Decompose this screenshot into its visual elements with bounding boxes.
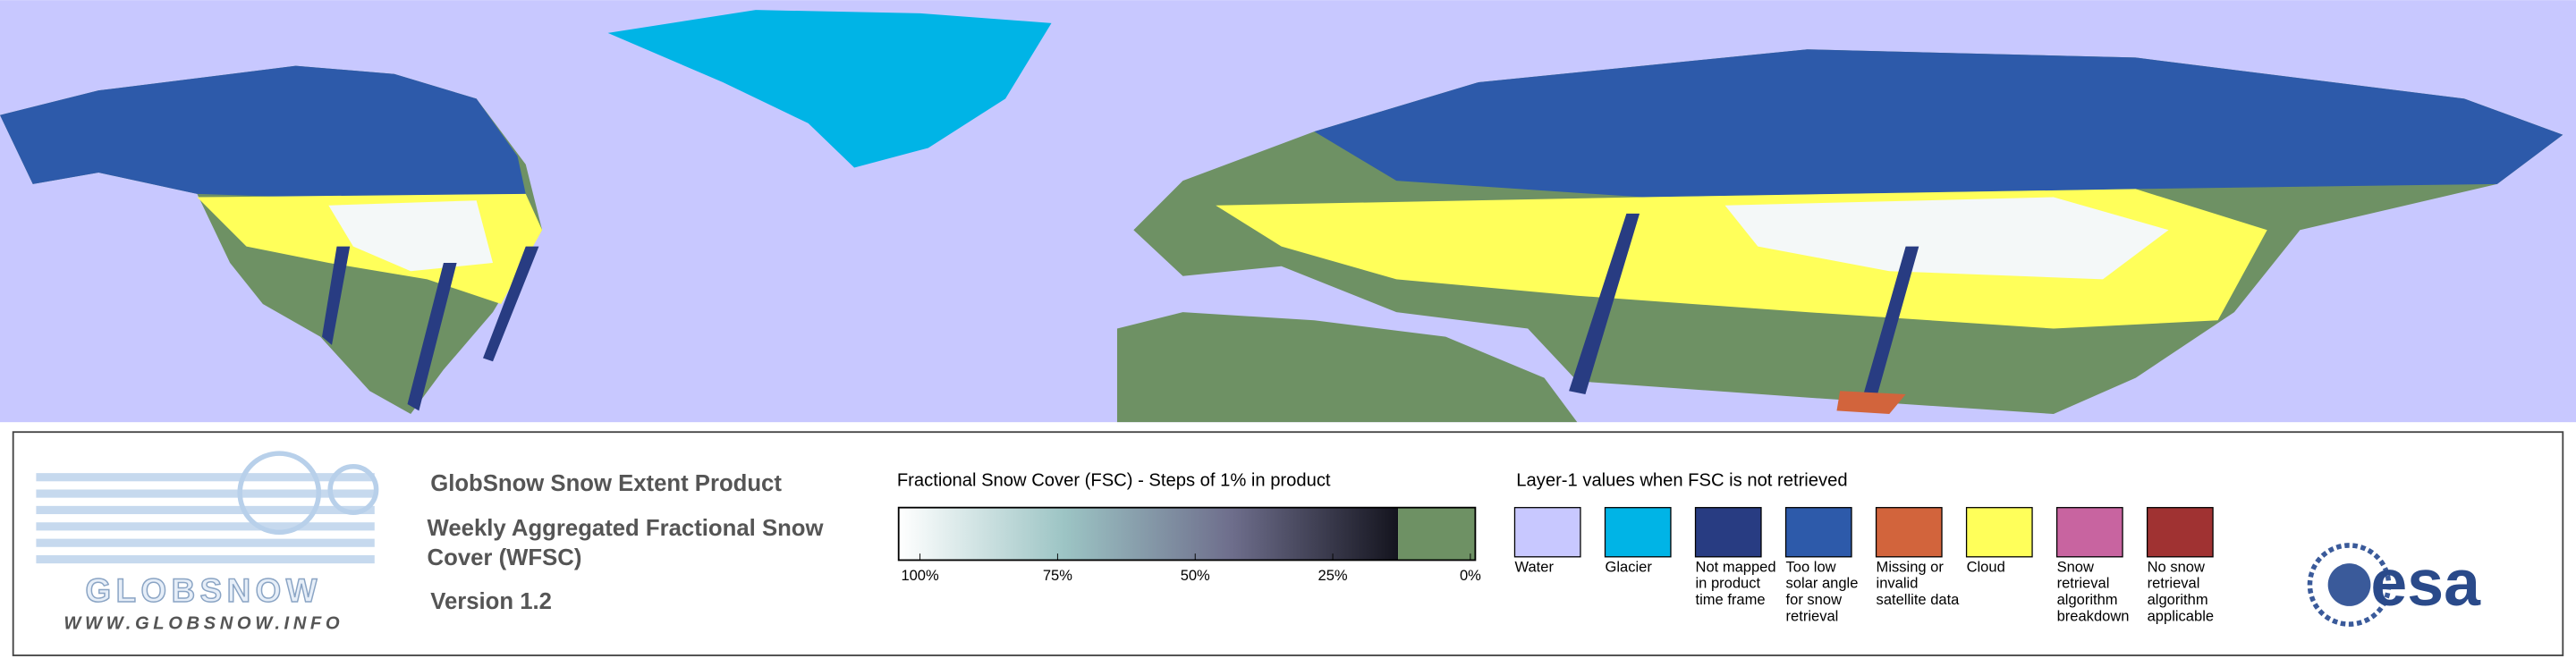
legend-label-box: Too low solar angle for snow retrieval bbox=[1785, 558, 1859, 625]
legend-label-box: Snow retrieval algorithm breakdown bbox=[2056, 558, 2130, 625]
esa-emblem bbox=[2307, 543, 2392, 627]
colorbar-tick-label: 25% bbox=[1318, 567, 1348, 584]
logo-stripe bbox=[36, 554, 375, 564]
legend-swatch bbox=[2055, 507, 2123, 558]
logo-stripe bbox=[36, 489, 375, 498]
colorbar-zero bbox=[1398, 507, 1476, 561]
colorbar-tick-label: 0% bbox=[1460, 567, 1481, 584]
globsnow-logo: GLOBSNOW WWW.GLOBSNOW.INFO bbox=[36, 451, 379, 633]
na-gap-1 bbox=[322, 246, 539, 411]
legend-label: Not mapped in product time frame bbox=[1695, 558, 1776, 608]
eurasia-snow bbox=[1724, 197, 2169, 280]
logo-stripe bbox=[36, 522, 375, 531]
legend-label-box: No snow retrieval algorithm applicable bbox=[2147, 558, 2215, 625]
legend-swatch bbox=[1513, 507, 1581, 558]
product-subtitle: Weekly Aggregated Fractional Snow Cover … bbox=[427, 514, 824, 570]
legend-label: Missing or invalid satellite data bbox=[1876, 558, 1960, 608]
legend-label: Glacier bbox=[1605, 558, 1652, 575]
esa-wordmark: esa bbox=[2370, 545, 2481, 620]
legend-swatch bbox=[1604, 507, 1672, 558]
map bbox=[0, 0, 2576, 423]
legend-label-box: Not mapped in product time frame bbox=[1695, 558, 1776, 608]
colorbar-tick-label: 100% bbox=[901, 567, 939, 584]
colorbar-frame bbox=[897, 506, 1477, 561]
logo-stripe bbox=[36, 538, 375, 547]
legend-label-box: Cloud bbox=[1966, 558, 2005, 575]
layer1-legend: Water Glacier Not mapped in product time f… bbox=[1513, 507, 2215, 625]
north-america-unmapped bbox=[0, 65, 526, 198]
legend-swatch bbox=[1875, 507, 1943, 558]
logo-url: WWW.GLOBSNOW.INFO bbox=[64, 613, 343, 633]
greenland bbox=[607, 10, 1052, 168]
missing-data bbox=[1836, 391, 1906, 414]
colorbar-tick-label: 75% bbox=[1043, 567, 1072, 584]
legend-label: Water bbox=[1514, 558, 1554, 575]
colorbar-tick-label: 50% bbox=[1181, 567, 1210, 584]
logo-stripe bbox=[36, 505, 375, 515]
north-america-snow bbox=[328, 200, 494, 272]
product-title: GlobSnow Snow Extent Product bbox=[430, 471, 782, 496]
legend-label: Cloud bbox=[1966, 558, 2005, 575]
product-version: Version 1.2 bbox=[430, 589, 552, 614]
colorbar-gradient bbox=[898, 507, 1399, 561]
legend-swatch bbox=[1784, 507, 1852, 558]
layer1-title: Layer-1 values when FSC is not retrieved bbox=[1516, 471, 1847, 491]
legend-swatch bbox=[2146, 507, 2214, 558]
esa-logo: esa bbox=[2307, 543, 2481, 627]
product-subtitle-box: Weekly Aggregated Fractional Snow Cover … bbox=[427, 514, 824, 570]
logo-stripe bbox=[36, 473, 375, 482]
eurasia-unmapped bbox=[1314, 49, 2563, 198]
logo-name: GLOBSNOW bbox=[86, 572, 322, 609]
legend-label: Snow retrieval algorithm breakdown bbox=[2056, 558, 2130, 625]
esa-emblem-core bbox=[2327, 563, 2371, 606]
snowflake bbox=[327, 464, 379, 515]
legend-label-box: Missing or invalid satellite data bbox=[1876, 558, 1960, 608]
africa bbox=[1116, 312, 1578, 423]
snowflake bbox=[237, 451, 322, 535]
legend-label-box: Glacier bbox=[1605, 558, 1652, 575]
legend-label-box: Water bbox=[1514, 558, 1554, 575]
legend-label: No snow retrieval algorithm applicable bbox=[2147, 558, 2215, 625]
colorbar: 100% 75% 50% 25% 0% bbox=[897, 506, 1481, 584]
legend-swatch bbox=[1965, 507, 2033, 558]
legend-swatch bbox=[1694, 507, 1762, 558]
legend-label: Too low solar angle for snow retrieval bbox=[1785, 558, 1859, 625]
colorbar-title: Fractional Snow Cover (FSC) - Steps of 1… bbox=[897, 471, 1331, 491]
